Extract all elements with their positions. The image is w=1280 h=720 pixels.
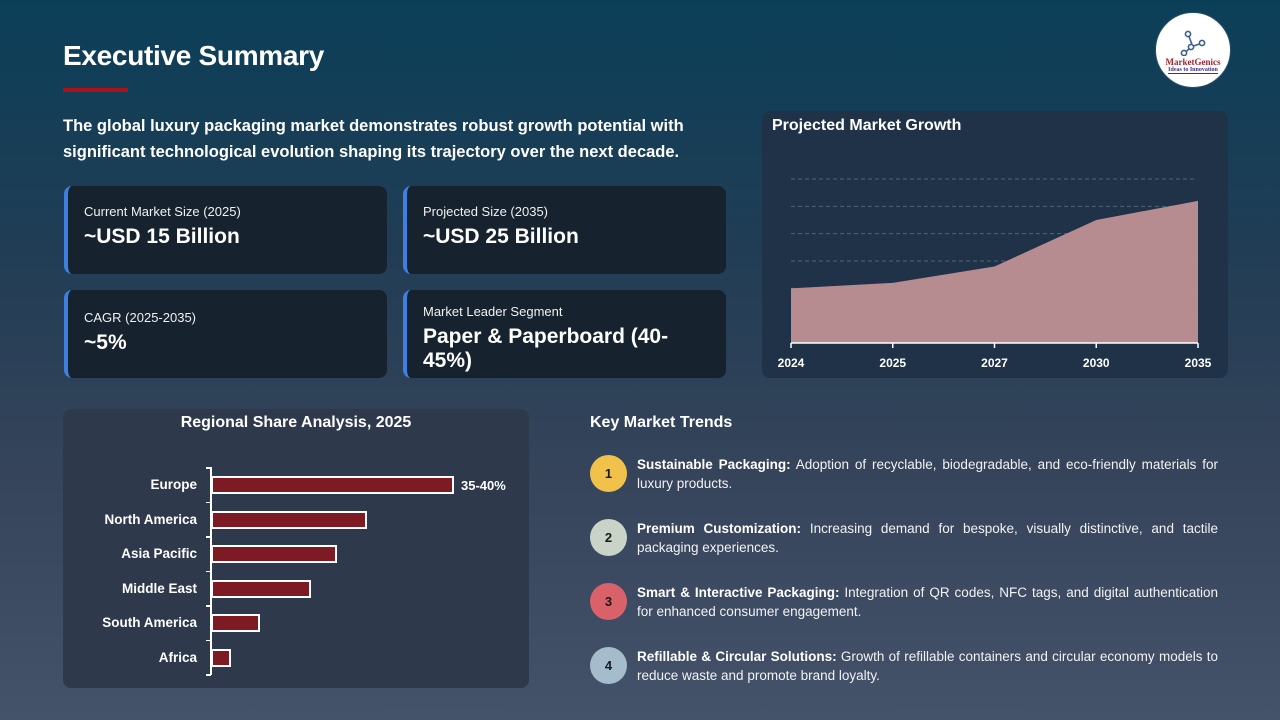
chart-title: Projected Market Growth [772, 117, 962, 134]
stat-value: ~USD 15 Billion [84, 225, 240, 248]
trend-heading: Smart & Interactive Packaging: [637, 585, 840, 600]
stat-card-current-size: Current Market Size (2025) ~USD 15 Billi… [64, 186, 387, 274]
bar-row: Europe 35-40% [63, 476, 529, 496]
x-tick-label: 2027 [981, 356, 1008, 370]
bar-value-label: 35-40% [461, 478, 506, 493]
stat-card-cagr: CAGR (2025-2035) ~5% [64, 290, 387, 378]
y-tick [206, 467, 211, 469]
trend-number-badge: 3 [590, 583, 627, 620]
y-tick [206, 501, 211, 503]
stat-label: Current Market Size (2025) [84, 204, 241, 219]
trend-heading: Premium Customization: [637, 521, 802, 536]
bar-category-label: North America [104, 511, 197, 527]
bar-row: Middle East [63, 579, 529, 600]
stat-label: Market Leader Segment [423, 304, 563, 319]
bar-category-label: Middle East [121, 580, 197, 596]
trend-item: 4 Refillable & Circular Solutions: Growth… [590, 647, 1218, 685]
trend-text: Sustainable Packaging: Adoption of recyc… [637, 457, 1218, 491]
trend-item: 1 Sustainable Packaging: Adoption of recy… [590, 455, 1218, 493]
stat-card-projected-size: Projected Size (2035) ~USD 25 Billion [403, 186, 726, 274]
bar [211, 648, 231, 667]
stat-value: Paper & Paperboard (40-45%) [423, 325, 669, 372]
bar [211, 545, 338, 563]
x-tick-label: 2024 [778, 356, 805, 370]
trend-text: Premium Customization: Increasing demand… [637, 521, 1218, 555]
trend-heading: Sustainable Packaging: [637, 457, 791, 472]
logo: MarketGenics Ideas to Innovation [1155, 12, 1231, 88]
bar-row: Africa [63, 648, 529, 669]
bar-category-label: Africa [158, 649, 197, 665]
page-title: Executive Summary [63, 40, 325, 71]
stat-value: ~USD 25 Billion [423, 225, 579, 248]
intro-text: The global luxury packaging market demon… [63, 117, 684, 161]
bar-category-label: Asia Pacific [121, 546, 197, 561]
bar-category-label: Europe [150, 477, 197, 492]
bar [211, 510, 367, 529]
stat-label: CAGR (2025-2035) [84, 310, 196, 325]
regional-share-chart: Regional Share Analysis, 2025 Europe 35-4… [63, 409, 529, 688]
trend-item: 3 Smart & Interactive Packaging: Integrat… [590, 583, 1218, 621]
stat-value: ~5% [84, 331, 127, 354]
title-underline [63, 88, 128, 92]
area-chart-plot: 2024 2025 2027 2030 2035 [778, 178, 1212, 370]
y-tick [206, 536, 211, 538]
bar [211, 476, 454, 494]
trend-number-badge: 4 [590, 647, 627, 684]
bar-row: South America [63, 614, 529, 634]
bar [211, 614, 260, 632]
bar-category-label: South America [102, 615, 197, 630]
y-tick [206, 605, 211, 607]
trend-number-badge: 1 [590, 455, 627, 492]
stat-label: Projected Size (2035) [423, 204, 549, 219]
y-tick [206, 639, 211, 641]
stat-card-leader-segment: Market Leader Segment Paper & Paperboard… [403, 290, 726, 378]
chart-title: Regional Share Analysis, 2025 [180, 414, 412, 431]
area-series [791, 200, 1198, 343]
trend-text: Smart & Interactive Packaging: Integrati… [637, 585, 1218, 619]
trend-item: 2 Premium Customization: Increasing deman… [590, 519, 1218, 557]
x-tick-label: 2035 [1185, 356, 1212, 370]
x-tick-label: 2030 [1083, 356, 1110, 370]
x-tick-label: 2025 [879, 356, 906, 370]
trends-title: Key Market Trends [590, 414, 733, 431]
projected-growth-chart: 2024 2025 2027 2030 2035 Projected Market Gr… [762, 111, 1228, 378]
logo-name: MarketGenics [1165, 57, 1221, 67]
trend-number-badge: 2 [590, 519, 627, 556]
bar-row: North America [63, 510, 529, 531]
bar [211, 579, 312, 598]
y-tick [206, 674, 211, 676]
trend-text: Refillable & Circular Solutions: Growth … [637, 649, 1218, 683]
logo-tagline: Ideas to Innovation [1168, 67, 1218, 74]
molecule-network-icon [1180, 30, 1206, 56]
y-axis-line [210, 467, 212, 675]
y-tick [206, 570, 211, 572]
trend-heading: Refillable & Circular Solutions: [637, 649, 837, 664]
bar-row: Asia Pacific [63, 545, 529, 565]
